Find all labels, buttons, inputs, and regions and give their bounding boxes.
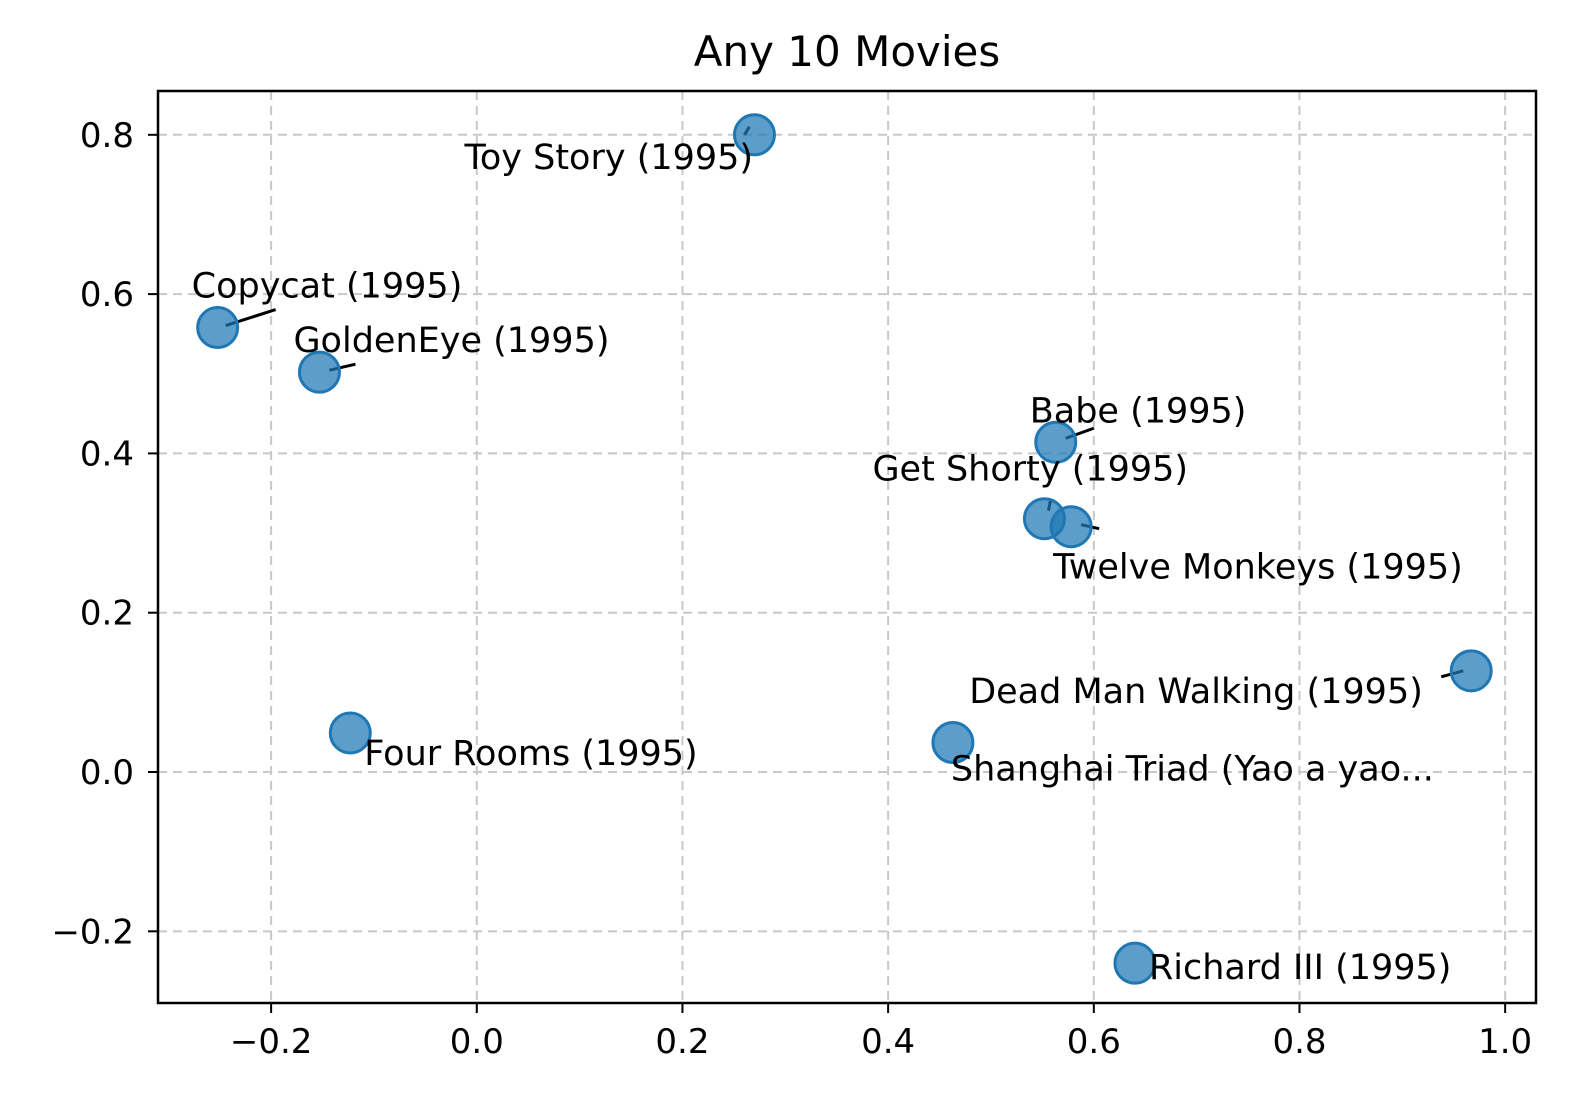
- point-label: GoldenEye (1995): [293, 321, 609, 361]
- annotation-leaders: [225, 126, 1464, 679]
- data-point: [328, 711, 372, 755]
- point-label: Twelve Monkeys (1995): [1052, 548, 1463, 588]
- x-tick-label: 0.8: [1272, 1022, 1326, 1062]
- y-tick-label: 0.2: [80, 594, 134, 634]
- x-tick-label: −0.2: [230, 1022, 313, 1062]
- data-point: [1113, 941, 1157, 985]
- point-label: Shanghai Triad (Yao a yao...: [951, 750, 1434, 790]
- point-label: Babe (1995): [1030, 391, 1247, 431]
- data-point: [196, 306, 240, 350]
- point-label: Get Shorty (1995): [872, 450, 1188, 490]
- data-point: [732, 113, 776, 157]
- chart-title: Any 10 Movies: [694, 27, 1001, 76]
- axis-ticks: −0.2 0.0 0.2 0.4 0.6 0.8 1.0 −0.2 0.0 0.2 0.4 0.6 0.…: [51, 116, 1532, 1062]
- y-tick-label: −0.2: [51, 912, 134, 952]
- x-tick-label: 1.0: [1478, 1022, 1532, 1062]
- point-label: Four Rooms (1995): [364, 734, 697, 774]
- y-tick-label: 0.8: [80, 116, 134, 156]
- y-tick-label: 0.6: [80, 275, 134, 315]
- point-labels: Toy Story (1995) Copycat (1995) GoldenEye …: [192, 138, 1463, 988]
- y-tick-label: 0.4: [80, 434, 134, 474]
- data-point: [1049, 505, 1093, 549]
- data-point: [1034, 420, 1078, 464]
- point-label: Copycat (1995): [192, 267, 463, 307]
- x-tick-label: 0.2: [655, 1022, 709, 1062]
- y-tick-label: 0.0: [80, 753, 134, 793]
- grid-lines: [158, 91, 1536, 1003]
- data-points: [196, 113, 1493, 985]
- data-point: [297, 350, 341, 394]
- x-tick-label: 0.6: [1067, 1022, 1121, 1062]
- point-label: Toy Story (1995): [463, 138, 753, 178]
- x-tick-label: 0.0: [450, 1022, 504, 1062]
- data-point: [931, 721, 975, 765]
- x-tick-label: 0.4: [861, 1022, 915, 1062]
- data-point: [1449, 649, 1493, 693]
- point-label: Richard III (1995): [1149, 948, 1452, 988]
- plot-frame: [156, 89, 1538, 1005]
- point-label: Dead Man Walking (1995): [969, 672, 1423, 712]
